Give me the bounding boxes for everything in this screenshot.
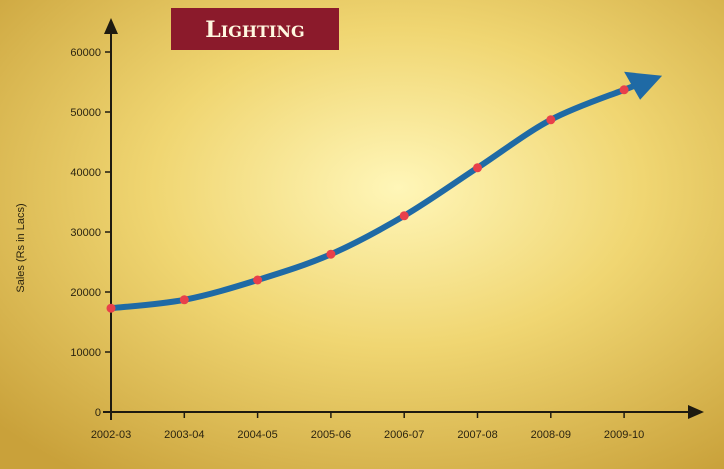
x-tick-label: 2006-07 xyxy=(384,429,424,441)
chart-title: LIGHTING xyxy=(205,17,304,43)
data-point xyxy=(106,303,116,313)
chart-title-box: LIGHTING xyxy=(171,8,339,50)
data-point xyxy=(546,115,556,125)
data-point xyxy=(326,249,336,259)
series-group xyxy=(106,71,663,313)
series-arrow-head xyxy=(624,71,663,100)
x-tick-label: 2008-09 xyxy=(531,429,571,441)
x-tick-label: 2007-08 xyxy=(457,429,497,441)
data-point xyxy=(619,85,629,95)
data-point xyxy=(253,275,263,285)
y-tick-label: 20000 xyxy=(70,287,101,299)
x-tick-label: 2003-04 xyxy=(164,429,204,441)
x-tick-label: 2002-03 xyxy=(91,429,131,441)
y-tick-label: 50000 xyxy=(70,107,101,119)
y-tick-label: 40000 xyxy=(70,167,101,179)
x-tick-label: 2005-06 xyxy=(311,429,351,441)
y-tick-label: 30000 xyxy=(70,227,101,239)
x-tick-label: 2009-10 xyxy=(604,429,644,441)
data-point xyxy=(399,211,409,221)
x-ticks: 2002-03 2003-04 2004-05 2005-06 2006-07 2007-… xyxy=(91,412,644,441)
y-ticks: 0 10000 20000 30000 40000 50000 60000 xyxy=(70,47,111,419)
data-point xyxy=(179,295,189,305)
y-tick-label: 60000 xyxy=(70,47,101,59)
y-axis-arrow xyxy=(104,18,118,34)
y-axis-label: Sales (Rs in Lacs) xyxy=(15,203,27,292)
y-tick-label: 10000 xyxy=(70,347,101,359)
axes xyxy=(103,18,704,420)
title-background xyxy=(171,8,339,50)
y-tick-label: 0 xyxy=(95,407,101,419)
x-tick-label: 2004-05 xyxy=(237,429,277,441)
x-axis-arrow xyxy=(688,405,704,419)
data-point xyxy=(473,163,482,173)
